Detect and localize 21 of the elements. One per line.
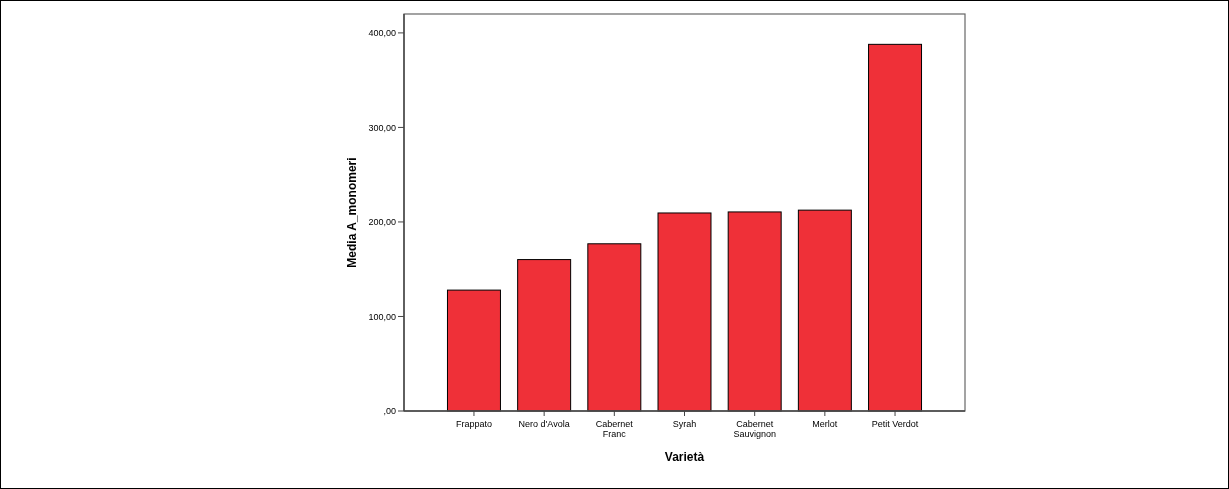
y-tick-label: 200,00: [368, 217, 396, 228]
x-tick-label: Frappato: [455, 419, 492, 429]
x-tick-label: Cabernet Franc: [595, 419, 634, 439]
x-axis-title: Varietà: [664, 450, 705, 464]
x-tick-label: Petit Verdot: [871, 419, 919, 429]
x-tick-label: Cabernet Sauvignon: [733, 419, 776, 439]
x-tick-label: Merlot: [812, 419, 838, 429]
y-tick-label: 400,00: [368, 28, 396, 39]
y-tick-label: 300,00: [368, 122, 396, 133]
y-axis-title: Media A_monomeri: [345, 157, 359, 268]
y-tick-label: 100,00: [368, 311, 396, 322]
x-tick-label: Syrah: [672, 419, 697, 429]
y-tick-label: ,00: [383, 406, 396, 417]
bar: [797, 209, 852, 412]
x-tick-label: Nero d'Avola: [518, 419, 570, 429]
bar: [446, 289, 501, 412]
bar: [727, 211, 782, 412]
bar: [517, 259, 572, 412]
bar: [657, 212, 712, 412]
bar: [868, 43, 923, 412]
bar: [587, 243, 642, 412]
